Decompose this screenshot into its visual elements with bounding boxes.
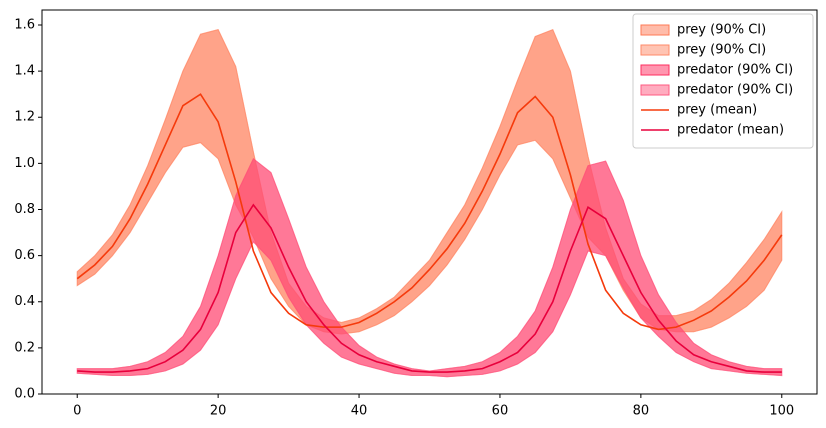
y-tick-label: 1.4 [14, 64, 35, 79]
legend-box [632, 13, 814, 149]
plot-frame [41, 9, 818, 395]
legend-swatch [640, 84, 670, 96]
y-tick-label: 0.2 [14, 340, 35, 355]
legend-label: predator (90% CI) [677, 63, 793, 78]
x-tick-label: 60 [492, 404, 509, 419]
x-tick-label: 100 [769, 404, 794, 419]
y-tick-label: 0.6 [14, 248, 35, 263]
x-tick-label: 40 [351, 404, 368, 419]
mean-line [76, 93, 783, 331]
y-tick-label: 0.8 [14, 202, 35, 217]
x-tick-label: 0 [73, 404, 81, 419]
y-tick-label: 1.2 [14, 110, 35, 125]
y-tick-label: 0.0 [14, 387, 35, 402]
legend-swatch [640, 64, 670, 76]
x-tick-label: 80 [633, 404, 650, 419]
legend: prey (90% CI) prey (90% CI) predator (90% … [632, 13, 814, 149]
ci-band [76, 157, 783, 378]
legend-label: predator (mean) [677, 123, 784, 138]
y-tick-label: 1.0 [14, 156, 35, 171]
legend-label: prey (90% CI) [677, 23, 766, 38]
legend-label: prey (90% CI) [677, 43, 766, 58]
legend-label: prey (mean) [677, 103, 757, 118]
legend-label: predator (90% CI) [677, 83, 793, 98]
x-tick-label: 20 [210, 404, 227, 419]
legend-swatch [640, 44, 670, 56]
y-tick-label: 0.4 [14, 294, 35, 309]
y-tick-label: 1.6 [14, 17, 35, 32]
legend-swatch [640, 24, 670, 36]
mean-line [77, 203, 782, 373]
